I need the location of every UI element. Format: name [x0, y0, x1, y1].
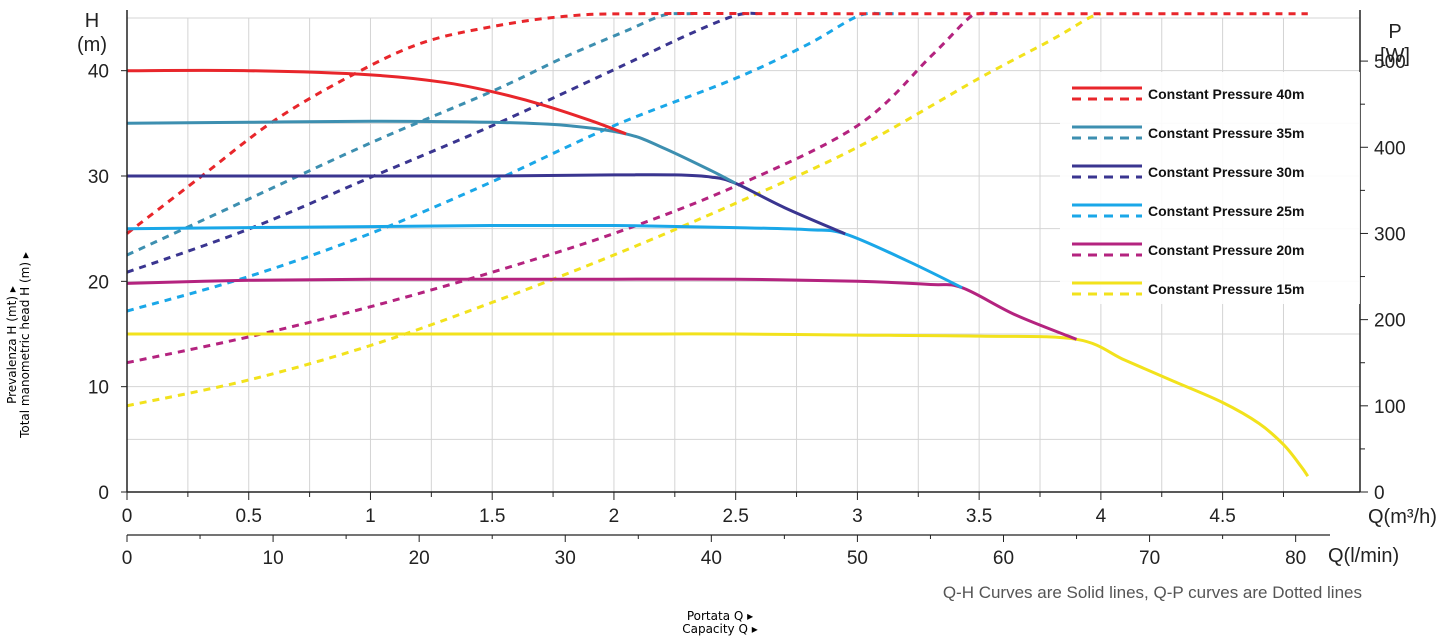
- left-tick-label: 30: [88, 167, 109, 188]
- qh-curve: [127, 279, 1077, 339]
- x-tick-label-lmin: 0: [122, 548, 133, 569]
- x-axis-description: Portata Q ▸ Capacity Q ▸: [640, 610, 800, 636]
- right-tick-label: 100: [1374, 397, 1406, 418]
- qp-curve: [127, 13, 760, 272]
- legend-label: Constant Pressure 40m: [1148, 86, 1304, 102]
- left-tick-label: 40: [88, 62, 109, 83]
- x-axis-unit-m3h: Q(m³/h): [1368, 506, 1437, 528]
- x-tick-label-m3h: 2.5: [722, 506, 748, 527]
- x-tick-label-lmin: 30: [555, 548, 576, 569]
- x-axis-description-en: Capacity Q ▸: [640, 623, 800, 636]
- right-axis-unit: P: [1388, 21, 1401, 43]
- left-axis-unit: H: [85, 10, 99, 32]
- left-tick-label: 10: [88, 378, 109, 399]
- x-tick-label-m3h: 3.5: [966, 506, 992, 527]
- x-tick-label-lmin: 60: [993, 548, 1014, 569]
- legend-label: Constant Pressure 30m: [1148, 164, 1304, 180]
- legend-label: Constant Pressure 35m: [1148, 125, 1304, 141]
- right-tick-label: 400: [1374, 138, 1406, 159]
- left-tick-label: 0: [98, 483, 109, 504]
- x-tick-label-lmin: 70: [1139, 548, 1160, 569]
- x-tick-label-m3h: 0: [122, 506, 133, 527]
- chart-note: Q-H Curves are Solid lines, Q-P curves a…: [943, 583, 1362, 602]
- x-tick-label-lmin: 40: [701, 548, 722, 569]
- legend-background: [1060, 72, 1360, 304]
- legend: Constant Pressure 40m Constant Pressure 3…: [1060, 72, 1360, 304]
- right-tick-label: 0: [1374, 483, 1385, 504]
- x-tick-label-m3h: 0.5: [236, 506, 262, 527]
- x-tick-label-m3h: 1: [365, 506, 376, 527]
- right-tick-label: 300: [1374, 224, 1406, 245]
- qh-curve: [127, 334, 1308, 476]
- x-tick-label-lmin: 20: [409, 548, 430, 569]
- legend-label: Constant Pressure 20m: [1148, 242, 1304, 258]
- left-axis-unit: (m): [77, 34, 107, 56]
- x-tick-label-lmin: 50: [847, 548, 868, 569]
- y-axis-description: Prevalenza H (mt) ▸ Total manometric hea…: [6, 240, 46, 450]
- x-tick-label-lmin: 80: [1285, 548, 1306, 569]
- x-axis-unit-lmin: Q(l/min): [1328, 545, 1399, 567]
- qp-curve: [127, 14, 699, 255]
- x-tick-label-m3h: 2: [609, 506, 620, 527]
- x-tick-label-m3h: 1.5: [479, 506, 505, 527]
- x-tick-label-lmin: 10: [263, 548, 284, 569]
- left-tick-label: 20: [88, 272, 109, 293]
- legend-label: Constant Pressure 15m: [1148, 281, 1304, 297]
- right-axis-unit: [W]: [1380, 45, 1410, 67]
- y-axis-description-en: Total manometric head H (m) ▸: [19, 240, 32, 450]
- x-tick-label-m3h: 4: [1096, 506, 1107, 527]
- x-tick-label-m3h: 3: [852, 506, 863, 527]
- right-tick-label: 200: [1374, 311, 1406, 332]
- x-tick-label-m3h: 4.5: [1209, 506, 1235, 527]
- qp-curve: [127, 13, 1004, 362]
- legend-label: Constant Pressure 25m: [1148, 203, 1304, 219]
